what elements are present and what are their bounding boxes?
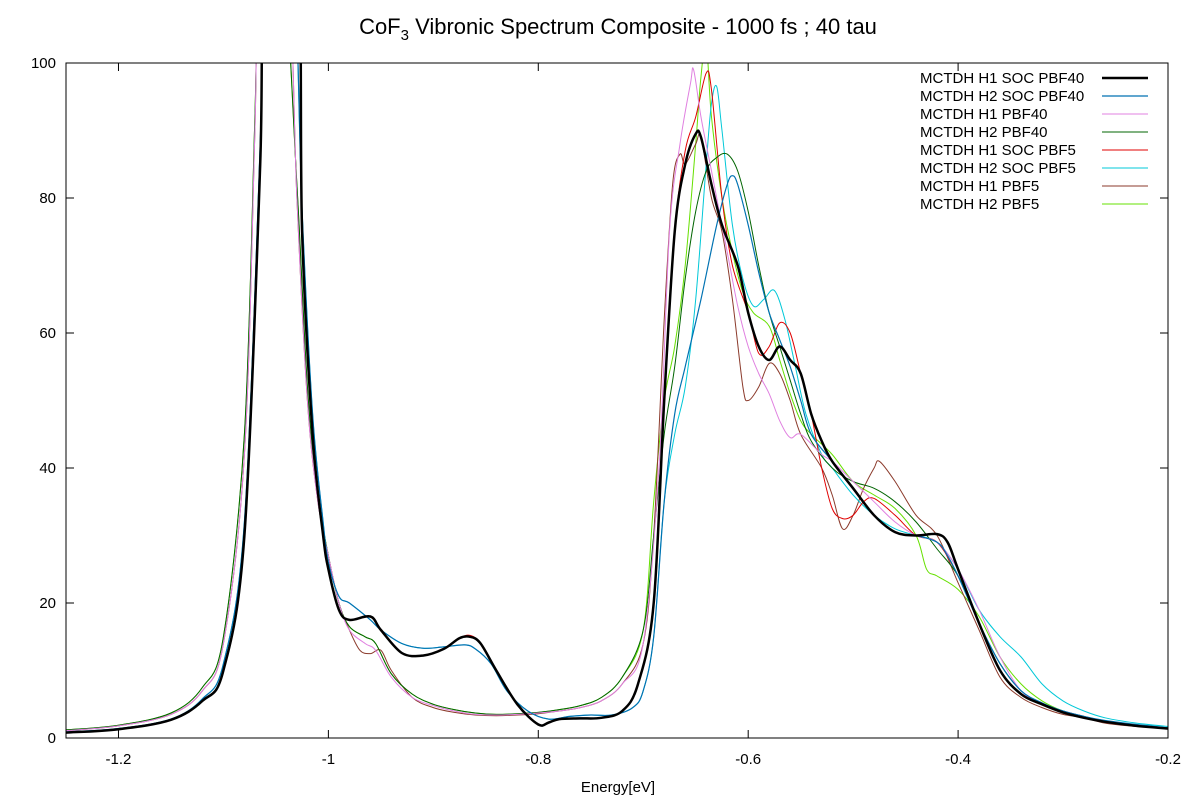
series-line-1 [66, 63, 1168, 734]
series-line-3 [66, 63, 1168, 732]
series-line-2 [66, 63, 1168, 733]
series-line-8 [66, 63, 1168, 731]
x-tick-label: -1 [322, 751, 335, 768]
x-tick-label: -0.4 [945, 751, 971, 768]
x-axis: -1.2 -1 -0.8 -0.6 -0.4 -0.2 [106, 63, 1181, 768]
legend-label: MCTDH H1 SOC PBF5 [920, 142, 1076, 159]
plot-frame [65, 62, 1169, 739]
legend-label: MCTDH H1 SOC PBF40 [920, 70, 1084, 87]
legend-label: MCTDH H2 PBF40 [920, 124, 1048, 141]
y-axis: 0 20 40 60 80 100 [31, 55, 1168, 747]
y-tick-label: 20 [39, 595, 56, 612]
chart-title: CoF3 Vibronic Spectrum Composite - 1000 … [359, 14, 877, 44]
legend-label: MCTDH H2 PBF5 [920, 196, 1039, 213]
legend-label: MCTDH H2 SOC PBF40 [920, 88, 1084, 105]
y-tick-label: 80 [39, 190, 56, 207]
x-tick-label: -0.2 [1155, 751, 1181, 768]
y-tick-label: 60 [39, 325, 56, 342]
chart-title-subscript: 3 [401, 27, 409, 44]
y-tick-label: 40 [39, 460, 56, 477]
series-line-4 [66, 63, 1168, 731]
x-tick-label: -0.6 [735, 751, 761, 768]
x-tick-label: -1.2 [106, 751, 132, 768]
series-layer [66, 63, 1168, 734]
legend-label: MCTDH H2 SOC PBF5 [920, 160, 1076, 177]
x-axis-label: Energy[eV] [581, 779, 655, 796]
y-tick-label: 100 [31, 55, 56, 72]
x-tick-label: -0.8 [525, 751, 551, 768]
legend-label: MCTDH H1 PBF40 [920, 106, 1048, 123]
chart-title-main: CoF [359, 14, 401, 39]
chart-title-rest: Vibronic Spectrum Composite - 1000 fs ; … [409, 14, 877, 39]
legend-label: MCTDH H1 PBF5 [920, 178, 1039, 195]
y-tick-label: 0 [48, 730, 56, 747]
